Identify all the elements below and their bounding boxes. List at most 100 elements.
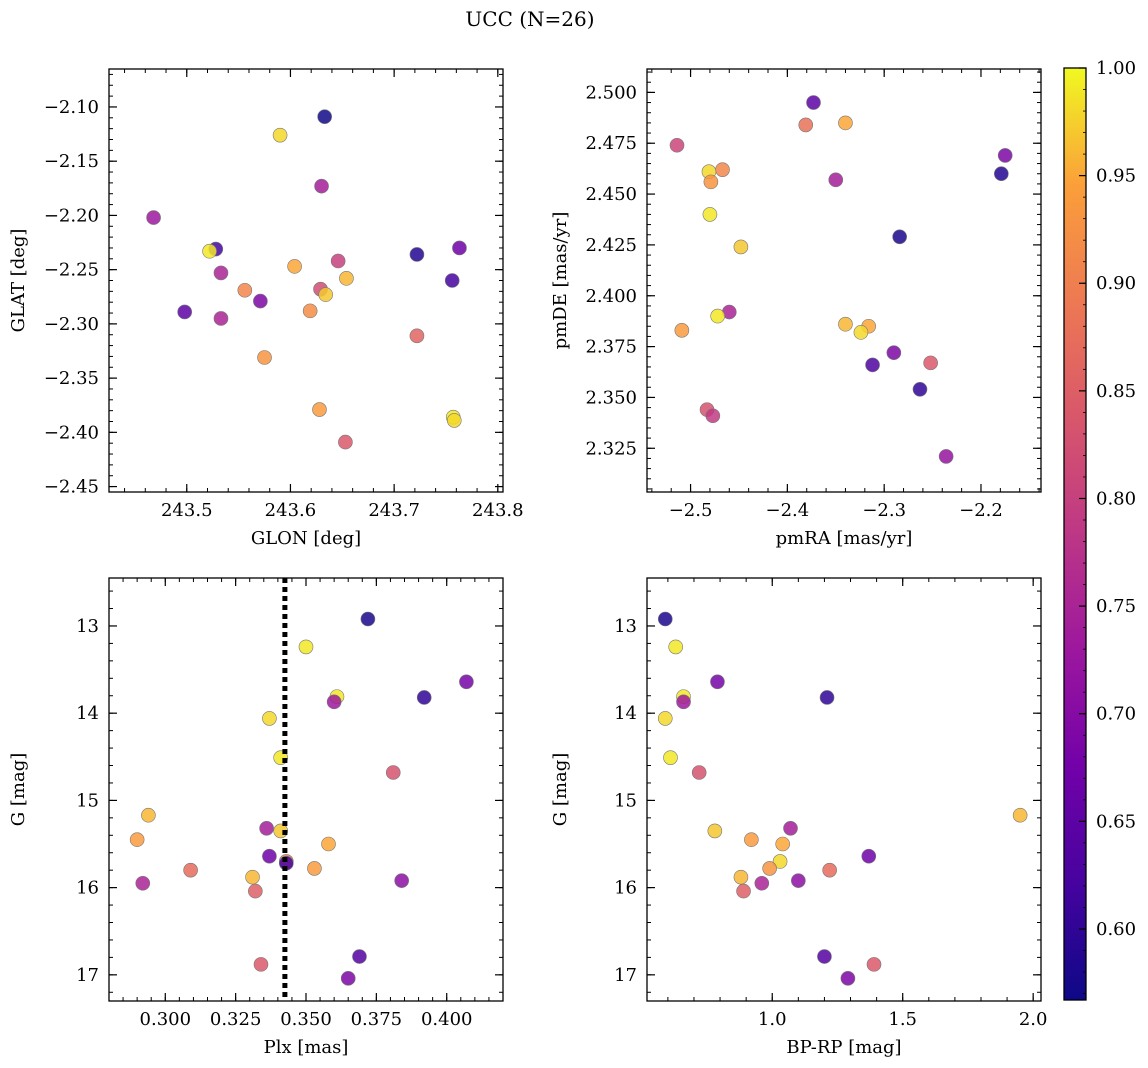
- x-tick-label: 2.0: [1019, 1009, 1048, 1030]
- scatter-point: [663, 750, 678, 765]
- scatter-point: [183, 862, 198, 878]
- scatter-point: [352, 949, 367, 964]
- scatter-panel-1: 243.5 243.6 243.7 243.8 −2.10 −2.15 −2.20 −2.25…: [8, 68, 524, 549]
- scatter-points: [657, 611, 1028, 986]
- scatter-point: [886, 345, 902, 360]
- axes-frame: [646, 68, 1042, 493]
- colorbar-tick-label: 0.60: [1096, 919, 1136, 940]
- scatter-point: [705, 408, 721, 424]
- scatter-point: [177, 304, 192, 320]
- y-tick-label: 2.475: [585, 133, 637, 154]
- colorbar-tick-label: 0.95: [1096, 166, 1136, 187]
- colorbar-tick-label: 0.65: [1096, 811, 1136, 832]
- scatter-point: [754, 875, 770, 891]
- x-tick-label: 0.350: [280, 1009, 332, 1030]
- scatter-point: [135, 875, 151, 891]
- y-tick-label: −2.20: [44, 205, 99, 226]
- x-axis-label: GLON [deg]: [251, 528, 361, 549]
- scatter-point: [312, 402, 327, 417]
- y-tick-label: 17: [76, 965, 99, 986]
- scatter-point: [257, 350, 272, 365]
- scatter-panel-3: 0.300 0.325 0.350 0.375 0.400 13 14 15 16 17 Plx […: [8, 577, 504, 1058]
- scatter-points: [669, 95, 1013, 464]
- scatter-point: [710, 308, 725, 324]
- colorbar-tick-label: 0.75: [1096, 596, 1136, 617]
- scatter-point: [892, 229, 907, 245]
- scatter-point: [938, 449, 954, 464]
- y-tick-label: −2.15: [44, 151, 99, 172]
- scatter-point: [819, 690, 835, 705]
- y-tick-label: 16: [76, 878, 99, 899]
- scatter-point: [736, 883, 751, 899]
- y-tick-label: 2.375: [585, 337, 637, 358]
- scatter-point: [262, 848, 277, 864]
- scatter-point: [772, 854, 788, 869]
- scatter-point: [691, 765, 707, 780]
- x-tick-label: 0.400: [421, 1009, 473, 1030]
- y-tick-label: 13: [614, 616, 637, 637]
- scatter-point: [259, 821, 274, 836]
- y-tick-label: 2.425: [585, 235, 637, 256]
- scatter-point: [340, 971, 356, 986]
- x-tick-label: 1.5: [888, 1009, 917, 1030]
- scatter-point: [307, 861, 322, 876]
- y-tick-label: −2.35: [44, 368, 99, 389]
- scatter-point: [253, 293, 268, 309]
- scatter-point: [657, 711, 673, 726]
- scatter-point: [733, 869, 749, 885]
- scatter-point: [385, 765, 401, 780]
- y-tick-label: 13: [76, 616, 99, 637]
- scatter-point: [237, 282, 253, 298]
- scatter-point: [703, 174, 719, 190]
- scatter-point: [416, 690, 432, 705]
- scatter-point: [997, 148, 1013, 163]
- scatter-point: [394, 873, 409, 888]
- scatter-point: [668, 639, 684, 655]
- scatter-point: [676, 694, 691, 710]
- scatter-point: [409, 328, 425, 344]
- scatter-point: [674, 323, 690, 338]
- y-tick-label: 17: [614, 965, 637, 986]
- scatter-point: [360, 611, 376, 627]
- colorbar-frame: [1063, 67, 1087, 1001]
- scatter-point: [669, 137, 685, 153]
- scatter-point: [744, 832, 759, 847]
- scatter-point: [822, 862, 837, 878]
- x-axis-label: pmRA [mas/yr]: [776, 528, 913, 549]
- y-axis-label: G [mag]: [550, 753, 571, 826]
- x-tick-label: −2.4: [766, 500, 810, 521]
- y-tick-label: −2.10: [44, 97, 99, 118]
- y-tick-label: 15: [614, 790, 637, 811]
- y-axis-label: GLAT [deg]: [8, 229, 29, 333]
- scatter-point: [321, 836, 336, 852]
- scatter-point: [213, 265, 229, 281]
- scatter-point: [213, 311, 229, 326]
- scatter-point: [141, 807, 156, 823]
- scatter-point: [798, 117, 814, 133]
- scatter-point: [828, 172, 844, 188]
- scatter-point: [840, 971, 856, 986]
- scatter-point: [317, 109, 332, 125]
- scatter-point: [791, 873, 806, 888]
- y-tick-label: −2.40: [44, 422, 99, 443]
- scatter-point: [338, 434, 353, 450]
- scatter-point: [287, 259, 302, 274]
- scatter-point: [865, 357, 880, 373]
- colorbar-tick-label: 0.85: [1096, 381, 1136, 402]
- x-tick-label: 1.0: [758, 1009, 787, 1030]
- scatter-point: [912, 382, 928, 397]
- figure-title: UCC (N=26): [465, 7, 594, 31]
- scatter-point: [314, 178, 329, 194]
- x-tick-label: 243.7: [368, 500, 420, 521]
- scatter-point: [838, 115, 853, 131]
- y-tick-label: −2.30: [44, 314, 99, 335]
- axes-frame: [646, 577, 1042, 1002]
- colorbar-tick-label: 0.80: [1096, 488, 1136, 509]
- scatter-point: [444, 273, 460, 288]
- x-tick-label: 0.375: [351, 1009, 403, 1030]
- axes-frame: [108, 577, 504, 1002]
- scatter-point: [923, 355, 938, 371]
- scatter-point: [702, 207, 718, 222]
- scatter-point: [853, 325, 869, 340]
- scatter-point: [707, 823, 723, 839]
